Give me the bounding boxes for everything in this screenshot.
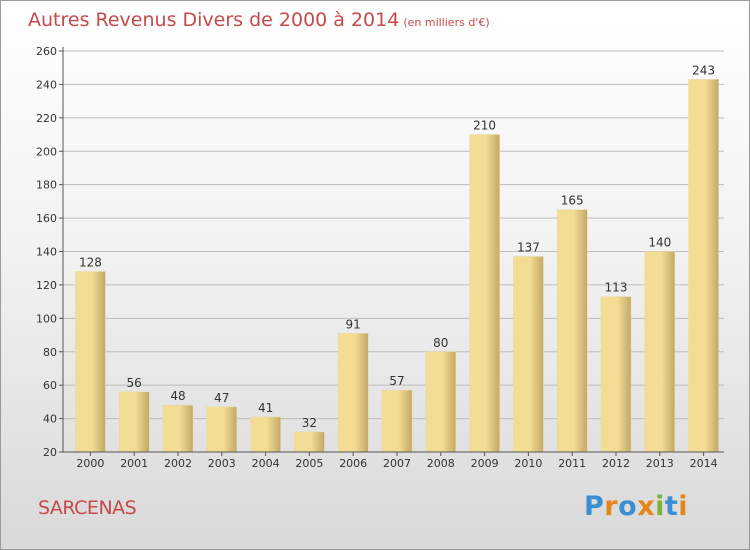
logo-letter: t xyxy=(664,491,679,522)
proxiti-logo[interactable]: Proxiti xyxy=(584,491,688,522)
bar-value-label: 128 xyxy=(79,256,102,270)
bar xyxy=(294,431,325,453)
bar-value-label: 137 xyxy=(517,241,540,255)
bar xyxy=(600,296,632,453)
x-tick-label: 2014 xyxy=(690,457,718,470)
logo-letter: i xyxy=(678,491,689,522)
bar-value-label: 56 xyxy=(127,376,142,390)
x-tick-label: 2005 xyxy=(295,457,323,470)
y-tick-label: 180 xyxy=(36,179,57,192)
logo-letter: o xyxy=(618,491,638,522)
bar xyxy=(469,134,500,453)
bar xyxy=(75,271,106,453)
y-tick-label: 220 xyxy=(36,112,57,125)
logo-letter: i xyxy=(655,491,665,522)
y-tick-label: 20 xyxy=(43,446,57,459)
y-tick-label: 40 xyxy=(43,413,57,426)
x-tick-label: 2009 xyxy=(471,457,499,470)
bar xyxy=(381,389,413,453)
bar-value-label: 32 xyxy=(302,416,317,430)
bar-value-label: 48 xyxy=(170,389,185,403)
chart-title: Autres Revenus Divers de 2000 à 2014 (en … xyxy=(28,9,490,31)
y-tick-label: 140 xyxy=(36,246,57,259)
bar xyxy=(162,404,194,453)
bar xyxy=(250,416,281,453)
bar xyxy=(556,209,588,453)
x-tick-label: 2012 xyxy=(602,457,630,470)
y-tick-label: 240 xyxy=(36,78,57,91)
bar xyxy=(425,351,457,453)
location-label: SARCENAS xyxy=(38,497,137,519)
x-tick-label: 2004 xyxy=(252,457,280,470)
y-tick-label: 120 xyxy=(36,279,57,292)
bar-value-label: 47 xyxy=(214,391,229,405)
x-tick-label: 2013 xyxy=(646,457,674,470)
x-tick-label: 2011 xyxy=(558,457,586,470)
x-tick-label: 2006 xyxy=(339,457,367,470)
x-tick-label: 2002 xyxy=(164,457,192,470)
y-tick-label: 260 xyxy=(36,45,57,58)
bar xyxy=(206,406,238,453)
y-tick-label: 100 xyxy=(36,312,57,325)
y-tick-label: 160 xyxy=(36,212,57,225)
title-text: Autres Revenus Divers de 2000 à 2014 xyxy=(28,9,400,31)
bar xyxy=(118,391,150,453)
x-tick-label: 2010 xyxy=(514,457,542,470)
logo-letter: r xyxy=(604,491,619,522)
bar-value-label: 113 xyxy=(605,281,628,295)
x-tick-label: 2001 xyxy=(120,457,148,470)
bar-value-label: 57 xyxy=(389,374,404,388)
logo-letter: P xyxy=(584,491,605,522)
x-tick-label: 2000 xyxy=(76,457,104,470)
bar-value-label: 80 xyxy=(433,336,448,350)
bar xyxy=(513,256,544,453)
x-tick-label: 2003 xyxy=(208,457,236,470)
bar-value-label: 165 xyxy=(561,194,584,208)
bar xyxy=(688,79,719,453)
bars-layer: 128 56 48 47 41 32 91 57 80 210 137 165 113 140 243 xyxy=(75,63,719,453)
bar-value-label: 243 xyxy=(692,63,715,77)
x-tick-label: 2008 xyxy=(427,457,455,470)
bar-value-label: 210 xyxy=(473,119,496,133)
y-tick-label: 200 xyxy=(36,145,57,158)
bar-value-label: 91 xyxy=(346,317,361,331)
logo-letter: x xyxy=(637,491,656,522)
bar xyxy=(644,251,676,453)
bar-value-label: 41 xyxy=(258,401,273,415)
y-tick-label: 80 xyxy=(43,346,57,359)
axes-layer: 20 40 60 80 100 120 140 160 180 200 220 240 260 2000 2… xyxy=(36,45,724,470)
y-tick-label: 60 xyxy=(43,379,57,392)
x-tick-label: 2007 xyxy=(383,457,411,470)
bar xyxy=(337,333,369,453)
bar-value-label: 140 xyxy=(648,236,671,250)
title-unit: (en milliers d'€) xyxy=(403,16,490,29)
